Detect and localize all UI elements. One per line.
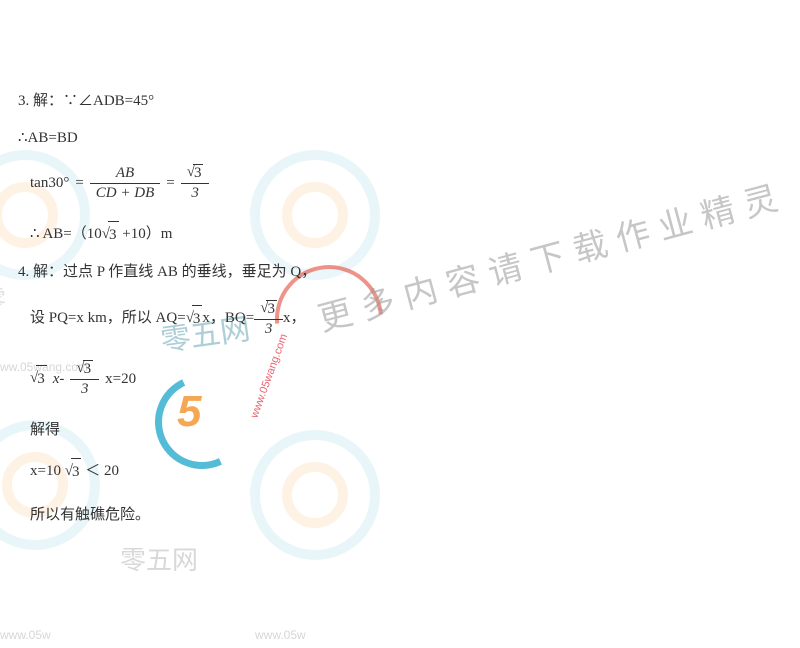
watermark-url-2: www.05w [0, 628, 51, 642]
q4-equation: √3 x- √3 3 x=20 [30, 360, 778, 399]
watermark-url-3: www.05w [255, 628, 306, 642]
q4-set: 设 PQ=x km，所以 AQ= √3 x，BQ= √3 3 x， [30, 300, 778, 339]
tan-label: tan30° [30, 170, 69, 197]
watermark-brand-2: 零五网 [120, 540, 198, 577]
watermark-brand-3: 零 [0, 280, 6, 317]
q4-solve-label: 解得 [30, 417, 778, 444]
document-content: 3. 解：∵∠ADB=45° ∴AB=BD tan30° = AB CD + D… [18, 88, 778, 539]
frac-ab-over-cddb: AB CD + DB [90, 165, 160, 203]
q4-conclusion: 所以有触礁危险。 [30, 502, 778, 529]
q3-equation: tan30° = AB CD + DB = √3 3 [30, 164, 778, 203]
q4-line1: 4. 解：过点 P 作直线 AB 的垂线，垂足为 Q， [18, 259, 778, 286]
q3-line1: 3. 解：∵∠ADB=45° [18, 88, 778, 115]
q3-line2: ∴AB=BD [18, 125, 778, 152]
q4-x-result: x=10 √3 ＜ 20 [30, 458, 778, 486]
frac-sqrt3-over-3: √3 3 [181, 164, 210, 203]
q3-result: ∴ AB=（10√3 +10）m [30, 221, 778, 249]
